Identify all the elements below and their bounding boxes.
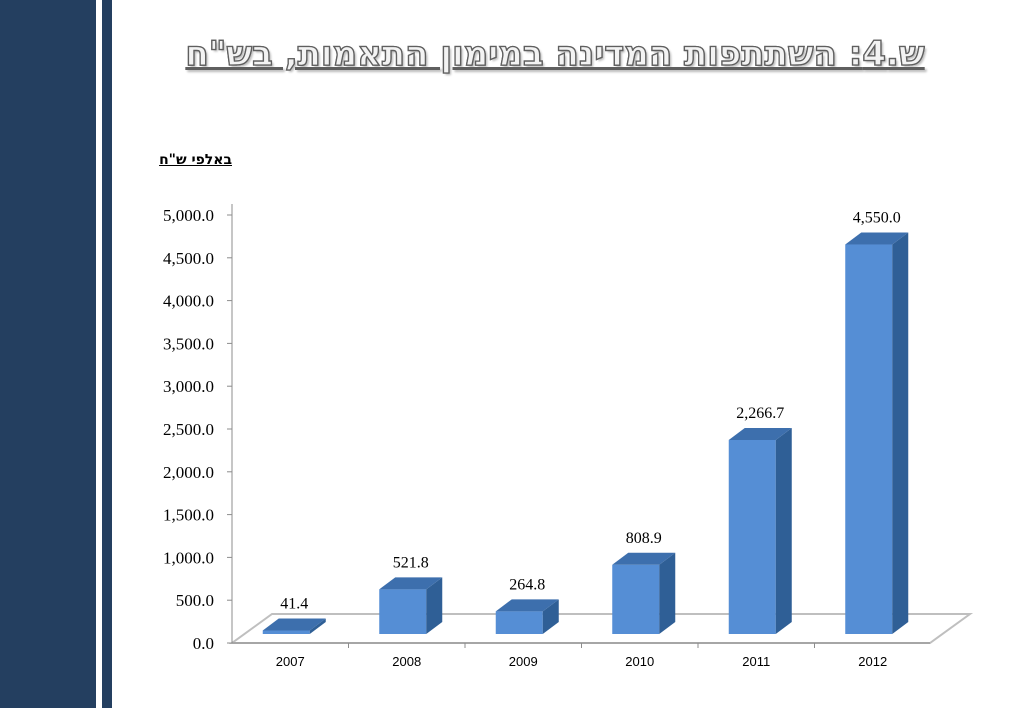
bar-2011: [728, 427, 792, 634]
bar-front: [728, 439, 776, 634]
bar-top: [379, 577, 443, 590]
y-tick-label: 4,000.0: [163, 292, 214, 311]
bar-side: [892, 232, 909, 634]
bar-side: [426, 577, 443, 634]
sidebar-band: [0, 0, 96, 708]
bar-2007: [262, 618, 326, 634]
bar-top: [845, 232, 909, 245]
data-label: 808.9: [626, 530, 662, 547]
x-tick-label: 2012: [858, 654, 887, 669]
data-labels: 41.4 521.8 264.8 808.9 2,266.7 4,550.0: [280, 210, 901, 613]
data-label: 4,550.0: [853, 210, 901, 227]
x-tick-label: 2008: [392, 654, 421, 669]
x-tick-label: 2011: [742, 654, 770, 669]
y-tick-label: 4,500.0: [163, 249, 214, 268]
bar-front: [379, 589, 427, 634]
data-label: 264.8: [509, 576, 545, 593]
bar-front: [845, 244, 893, 634]
y-tick-label: 1,500.0: [163, 506, 214, 525]
bar-2012: [845, 232, 909, 634]
bar-front: [612, 564, 660, 634]
x-ticks: 2007 2008 2009 2010 2011 2012: [276, 643, 887, 669]
y-tick-label: 5,000.0: [163, 206, 214, 225]
sidebar-stripe: [102, 0, 112, 708]
bar-top: [495, 599, 559, 612]
x-tick-label: 2009: [509, 654, 538, 669]
sidebar-gap: [96, 0, 102, 708]
bar-side: [542, 599, 559, 634]
y-tick-label: 1,000.0: [163, 548, 214, 567]
data-label: 521.8: [393, 554, 429, 571]
y-tick-label: 3,000.0: [163, 377, 214, 396]
bar-side: [775, 427, 792, 634]
x-tick-label: 2010: [625, 654, 654, 669]
slide-title: ש.4: השתתפות המדינה במימון התאמות, בש"ח: [185, 33, 926, 74]
units-label: באלפי ש"ח: [159, 152, 232, 168]
bar-front: [495, 611, 543, 634]
y-ticks: 0.0 500.0 1,000.0 1,500.0 2,000.0 2,500.0 3,00…: [163, 206, 232, 653]
data-label: 2,266.7: [736, 405, 784, 422]
y-tick-label: 2,000.0: [163, 463, 214, 482]
bar-2010: [612, 552, 676, 634]
bar-2008: [379, 577, 443, 634]
bars: [262, 232, 909, 634]
bar-top: [262, 618, 326, 631]
y-tick-label: 0.0: [193, 634, 214, 653]
data-label: 41.4: [280, 595, 308, 612]
bar-top: [728, 427, 792, 440]
y-tick-label: 2,500.0: [163, 420, 214, 439]
bar-side: [309, 618, 326, 634]
bar-top: [612, 552, 676, 565]
bar-front: [262, 630, 310, 634]
x-tick-label: 2007: [276, 654, 305, 669]
bar-side: [659, 552, 676, 634]
y-tick-label: 500.0: [176, 591, 214, 610]
y-tick-label: 3,500.0: [163, 334, 214, 353]
bar-2009: [495, 599, 559, 634]
